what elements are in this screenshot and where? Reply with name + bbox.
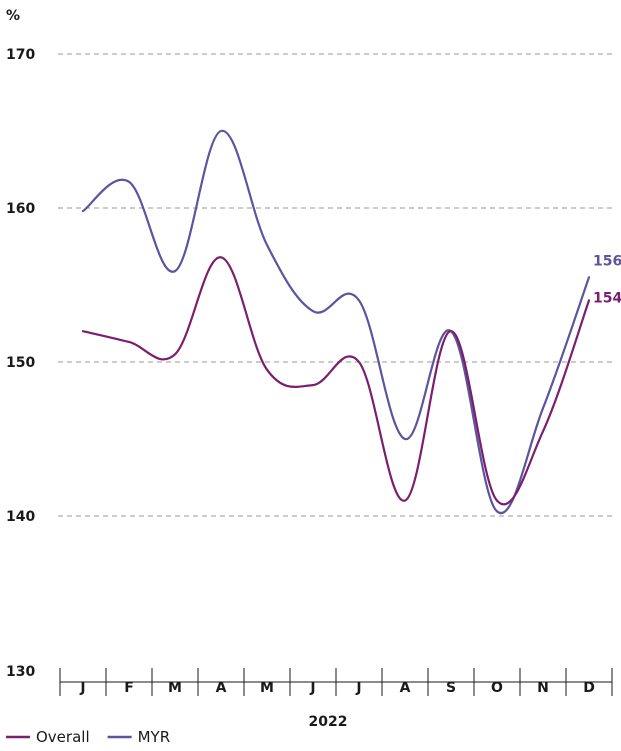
series-line-overall [81,256,591,506]
x-tick-label: M [168,680,182,696]
y-tick-label: 170 [6,47,35,63]
legend: Overall MYR [6,728,170,746]
end-value-label-overall: 154 [593,290,621,306]
x-tick-label: J [355,680,361,696]
y-axis-unit-label: % [6,8,20,24]
x-tick-label: F [124,680,134,696]
x-axis-title: 2022 [309,714,348,730]
x-tick-label: D [583,680,595,696]
y-axis-ticks: 130 140 150 160 170 [6,47,35,680]
series-line-myr [81,129,591,515]
gridlines [58,53,612,517]
x-tick-label: M [260,680,274,696]
x-tick-label: S [446,680,456,696]
x-tick-label: A [400,680,411,696]
series-lines: 154 156 [81,129,621,515]
x-tick-label: N [537,680,549,696]
legend-label: Overall [36,728,90,746]
x-tick-label: J [309,680,315,696]
end-value-label-myr: 156 [593,253,621,269]
x-tick-label: A [216,680,227,696]
y-tick-label: 140 [6,509,35,525]
y-tick-label: 160 [6,201,35,217]
y-tick-label: 150 [6,355,35,371]
x-tick-label: J [79,680,85,696]
x-tick-label: O [491,680,503,696]
y-tick-label: 130 [6,664,35,680]
legend-label: MYR [138,728,171,746]
